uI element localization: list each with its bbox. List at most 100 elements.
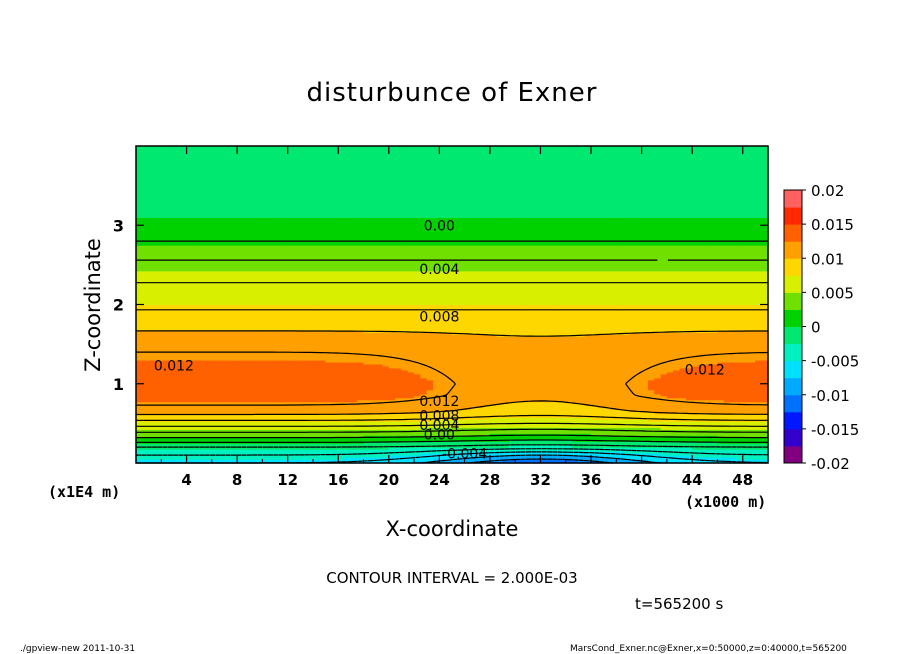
field-cell — [306, 310, 314, 314]
field-cell — [154, 183, 162, 187]
field-cell — [180, 385, 188, 389]
field-cell — [281, 161, 289, 165]
field-cell — [294, 193, 301, 197]
field-cell — [243, 209, 251, 212]
field-cell — [154, 147, 162, 151]
field-cell — [167, 284, 175, 288]
field-cell — [262, 270, 270, 274]
field-cell — [167, 338, 175, 341]
field-cell — [312, 159, 320, 163]
field-cell — [230, 453, 238, 456]
field-cell — [249, 189, 257, 193]
field-cell — [224, 294, 232, 298]
field-cell — [256, 449, 263, 452]
field-cell — [142, 306, 150, 310]
field-cell — [319, 365, 327, 369]
field-cell — [136, 338, 143, 341]
field-cell — [306, 274, 314, 278]
field-cell — [275, 147, 282, 151]
field-cell — [211, 381, 219, 385]
field-cell — [268, 357, 276, 361]
field-cell — [211, 290, 219, 294]
field-cell — [136, 251, 143, 254]
field-cell — [287, 316, 295, 319]
field-cell — [312, 195, 320, 199]
field-cell — [243, 181, 251, 185]
field-cell — [312, 365, 320, 369]
field-cell — [287, 157, 295, 161]
field-cell — [249, 445, 257, 448]
field-cell — [161, 201, 169, 205]
field-cell — [325, 451, 333, 454]
field-cell — [319, 241, 327, 244]
field-cell — [142, 300, 150, 304]
field-cell — [192, 280, 200, 284]
field-cell — [161, 264, 169, 268]
field-cell — [262, 336, 270, 339]
field-cell — [142, 455, 150, 458]
field-cell — [180, 334, 188, 337]
field-cell — [300, 195, 308, 199]
field-cell — [249, 302, 257, 306]
field-cell — [312, 247, 320, 250]
field-cell — [154, 342, 162, 345]
field-cell — [136, 330, 143, 333]
field-cell — [192, 397, 200, 401]
field-cell — [268, 320, 276, 323]
field-cell — [230, 447, 238, 450]
field-cell — [205, 274, 213, 278]
field-cell — [325, 421, 333, 424]
field-cell — [154, 344, 162, 347]
field-cell — [237, 417, 245, 421]
field-cell — [319, 294, 327, 298]
field-cell — [256, 391, 263, 395]
field-cell — [205, 350, 213, 353]
field-cell — [243, 352, 251, 355]
field-cell — [249, 330, 257, 333]
field-cell — [205, 197, 213, 201]
field-cell — [218, 276, 226, 280]
field-cell — [224, 328, 232, 331]
field-cell — [148, 393, 156, 397]
field-cell — [300, 342, 308, 345]
field-cell — [192, 189, 200, 193]
field-cell — [243, 433, 251, 436]
field-cell — [173, 344, 181, 347]
field-cell — [319, 177, 327, 181]
field-cell — [148, 290, 156, 294]
field-cell — [319, 306, 327, 310]
field-cell — [148, 350, 156, 353]
field-cell — [300, 332, 308, 335]
field-cell — [294, 276, 301, 280]
field-cell — [243, 453, 251, 456]
field-cell — [167, 292, 175, 296]
field-cell — [136, 435, 143, 438]
field-cell — [211, 399, 219, 403]
field-cell — [249, 294, 257, 298]
field-cell — [161, 338, 169, 341]
field-cell — [192, 443, 200, 446]
field-cell — [249, 256, 257, 260]
field-cell — [180, 326, 188, 329]
field-cell — [211, 342, 219, 345]
field-cell — [256, 363, 263, 367]
field-cell — [275, 415, 282, 419]
field-cell — [312, 363, 320, 367]
field-cell — [205, 245, 213, 248]
field-cell — [186, 348, 194, 351]
field-cell — [218, 340, 226, 343]
field-cell — [268, 199, 276, 203]
field-cell — [287, 181, 295, 185]
field-cell — [319, 205, 327, 209]
field-cell — [224, 280, 232, 284]
field-cell — [312, 157, 320, 161]
field-cell — [256, 239, 263, 242]
field-cell — [218, 187, 226, 191]
field-cell — [268, 266, 276, 270]
field-cell — [199, 350, 207, 353]
field-cell — [148, 247, 156, 250]
field-cell — [294, 312, 301, 316]
field-cell — [237, 348, 245, 351]
field-cell — [192, 268, 200, 272]
field-cell — [199, 365, 207, 369]
